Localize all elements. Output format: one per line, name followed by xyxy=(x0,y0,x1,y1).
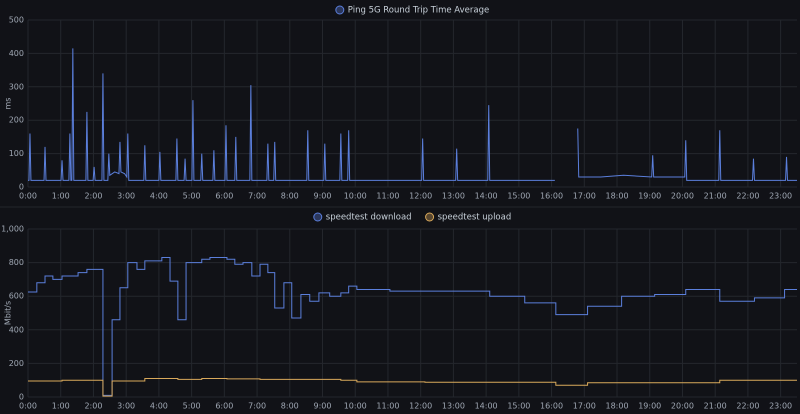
x-tick-label: 22:00 xyxy=(736,192,759,201)
x-tick-label: 20:00 xyxy=(671,402,694,411)
x-tick-label: 7:00 xyxy=(248,402,266,411)
x-tick-label: 19:00 xyxy=(638,192,661,201)
x-tick-label: 7:00 xyxy=(248,192,266,201)
x-tick-label: 0:00 xyxy=(19,402,37,411)
x-tick-label: 14:00 xyxy=(475,192,498,201)
x-tick-label: 14:00 xyxy=(475,402,498,411)
x-tick-label: 3:00 xyxy=(117,192,135,201)
y-tick-label: 100 xyxy=(9,149,24,158)
y-tick-label: 600 xyxy=(9,292,24,301)
y-tick-label: 0 xyxy=(19,183,24,192)
x-tick-label: 0:00 xyxy=(19,192,37,201)
x-tick-label: 21:00 xyxy=(704,402,727,411)
y-tick-label: 200 xyxy=(9,359,24,368)
x-tick-label: 15:00 xyxy=(507,192,530,201)
x-tick-label: 11:00 xyxy=(376,192,399,201)
y-axis-label: ms xyxy=(4,98,13,110)
x-tick-label: 11:00 xyxy=(376,402,399,411)
x-tick-label: 2:00 xyxy=(84,402,102,411)
y-axis-label: Mbit/s xyxy=(4,301,13,325)
x-tick-label: 1:00 xyxy=(52,402,70,411)
x-tick-label: 9:00 xyxy=(314,402,332,411)
x-tick-label: 17:00 xyxy=(573,402,596,411)
x-tick-label: 10:00 xyxy=(344,402,367,411)
x-tick-label: 17:00 xyxy=(573,192,596,201)
legend: speedtest download speedtest upload xyxy=(313,212,512,223)
x-tick-label: 9:00 xyxy=(314,192,332,201)
x-tick-label: 3:00 xyxy=(117,402,135,411)
legend-swatch xyxy=(425,212,435,222)
x-tick-label: 12:00 xyxy=(409,402,432,411)
legend-label: speedtest download xyxy=(326,213,412,223)
x-tick-label: 10:00 xyxy=(344,192,367,201)
legend-swatch xyxy=(335,5,345,15)
series-line xyxy=(28,48,797,181)
x-tick-label: 22:00 xyxy=(736,402,759,411)
x-tick-label: 21:00 xyxy=(704,192,727,201)
x-tick-label: 15:00 xyxy=(507,402,530,411)
x-tick-label: 23:00 xyxy=(769,192,792,201)
x-tick-label: 13:00 xyxy=(442,192,465,201)
x-tick-label: 16:00 xyxy=(540,402,563,411)
x-tick-label: 4:00 xyxy=(150,402,168,411)
x-tick-label: 20:00 xyxy=(671,192,694,201)
x-tick-label: 8:00 xyxy=(281,192,299,201)
y-tick-label: 400 xyxy=(9,49,24,58)
x-tick-label: 4:00 xyxy=(150,192,168,201)
legend-swatch xyxy=(313,212,323,222)
x-tick-label: 18:00 xyxy=(605,192,628,201)
legend-label: speedtest upload xyxy=(438,213,512,223)
x-tick-label: 18:00 xyxy=(605,402,628,411)
x-tick-label: 1:00 xyxy=(52,192,70,201)
x-tick-label: 6:00 xyxy=(215,192,233,201)
x-tick-label: 16:00 xyxy=(540,192,563,201)
legend: Ping 5G Round Trip Time Average xyxy=(335,5,489,16)
x-tick-label: 12:00 xyxy=(409,192,432,201)
x-tick-label: 13:00 xyxy=(442,402,465,411)
y-tick-label: 500 xyxy=(9,16,24,25)
y-tick-label: 1,000 xyxy=(1,225,24,234)
x-tick-label: 8:00 xyxy=(281,402,299,411)
y-tick-label: 800 xyxy=(9,258,24,267)
x-tick-label: 5:00 xyxy=(183,402,201,411)
y-tick-label: 0 xyxy=(19,393,24,402)
x-tick-label: 19:00 xyxy=(638,402,661,411)
legend-label: Ping 5G Round Trip Time Average xyxy=(348,6,489,16)
y-tick-label: 400 xyxy=(9,325,24,334)
x-tick-label: 6:00 xyxy=(215,402,233,411)
y-tick-label: 300 xyxy=(9,82,24,91)
x-tick-label: 5:00 xyxy=(183,192,201,201)
x-tick-label: 23:00 xyxy=(769,402,792,411)
y-tick-label: 200 xyxy=(9,116,24,125)
series-line xyxy=(28,378,797,397)
x-tick-label: 2:00 xyxy=(84,192,102,201)
series-line xyxy=(28,257,797,396)
